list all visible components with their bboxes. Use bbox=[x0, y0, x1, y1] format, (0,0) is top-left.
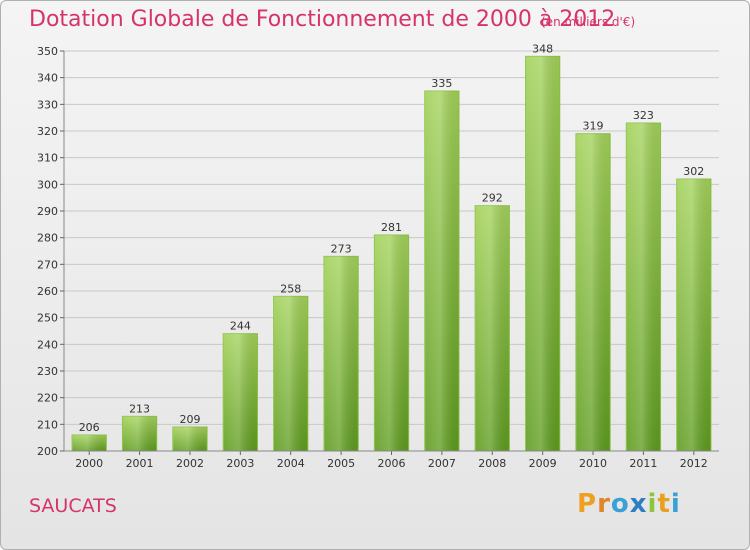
logo-letter: i bbox=[647, 489, 658, 519]
x-tick-label: 2004 bbox=[277, 457, 305, 470]
value-label: 258 bbox=[280, 282, 301, 295]
logo-letter: P bbox=[577, 489, 598, 519]
y-axis-ticks: 200 210 220 230 240 250 260 270 280 290 300 310 320 3… bbox=[37, 45, 64, 458]
value-label: 348 bbox=[532, 42, 553, 55]
value-label: 281 bbox=[381, 221, 402, 234]
value-label: 209 bbox=[179, 413, 200, 426]
x-tick-label: 2010 bbox=[579, 457, 607, 470]
commune-name: SAUCATS bbox=[29, 495, 117, 517]
value-label: 273 bbox=[331, 242, 352, 255]
bar-sheen bbox=[475, 205, 510, 451]
bar-sheen bbox=[676, 179, 711, 451]
y-tick-label: 260 bbox=[37, 285, 58, 298]
bars: 206 213 209 244 258 273 281 335 292 348 319 323 302 bbox=[71, 42, 712, 452]
y-tick-label: 210 bbox=[37, 418, 58, 431]
logo-letter: i bbox=[670, 489, 681, 519]
x-tick-label: 2002 bbox=[176, 457, 204, 470]
y-tick-label: 330 bbox=[37, 98, 58, 111]
logo-letter: r bbox=[597, 489, 611, 519]
x-tick-label: 2008 bbox=[478, 457, 506, 470]
value-label: 213 bbox=[129, 402, 150, 415]
bar-sheen bbox=[122, 416, 157, 451]
y-tick-label: 310 bbox=[37, 152, 58, 165]
x-tick-label: 2001 bbox=[126, 457, 154, 470]
x-tick-label: 2005 bbox=[327, 457, 355, 470]
y-tick-label: 250 bbox=[37, 312, 58, 325]
y-tick-label: 320 bbox=[37, 125, 58, 138]
proxiti-logo: Proxiti bbox=[577, 489, 681, 519]
bar-sheen bbox=[172, 427, 208, 451]
bar-sheen bbox=[575, 133, 611, 451]
value-label: 292 bbox=[482, 192, 503, 205]
y-tick-label: 280 bbox=[37, 232, 58, 245]
bar-sheen bbox=[626, 123, 661, 451]
logo-letter: x bbox=[629, 489, 648, 519]
value-label: 323 bbox=[633, 109, 654, 122]
logo-letter: o bbox=[610, 489, 630, 519]
value-label: 206 bbox=[79, 421, 100, 434]
value-label: 319 bbox=[583, 120, 604, 133]
bar-sheen bbox=[374, 235, 409, 451]
logo-letter: t bbox=[657, 489, 671, 519]
y-tick-label: 300 bbox=[37, 178, 58, 191]
bar-sheen bbox=[223, 333, 258, 451]
bar-sheen bbox=[525, 56, 560, 451]
y-tick-label: 240 bbox=[37, 338, 58, 351]
y-tick-label: 200 bbox=[37, 445, 58, 458]
chart-title: Dotation Globale de Fonctionnement de 20… bbox=[29, 7, 616, 32]
y-tick-label: 350 bbox=[37, 45, 58, 58]
value-label: 302 bbox=[683, 165, 704, 178]
y-tick-label: 220 bbox=[37, 392, 58, 405]
bar-sheen bbox=[323, 256, 359, 451]
x-tick-label: 2012 bbox=[680, 457, 708, 470]
y-tick-label: 290 bbox=[37, 205, 58, 218]
bar-sheen bbox=[273, 296, 308, 451]
x-tick-label: 2006 bbox=[378, 457, 406, 470]
x-tick-label: 2003 bbox=[226, 457, 254, 470]
x-tick-label: 2009 bbox=[529, 457, 557, 470]
chart-unit-label: (en milliers d'€) bbox=[541, 15, 636, 29]
value-label: 244 bbox=[230, 320, 251, 333]
x-tick-label: 2007 bbox=[428, 457, 456, 470]
y-tick-label: 230 bbox=[37, 365, 58, 378]
x-tick-label: 2000 bbox=[75, 457, 103, 470]
y-tick-label: 270 bbox=[37, 258, 58, 271]
bar-sheen bbox=[72, 435, 107, 451]
y-tick-label: 340 bbox=[37, 72, 58, 85]
x-tick-label: 2011 bbox=[629, 457, 657, 470]
x-axis-ticks: 2000 2001 2002 2003 2004 2005 2006 2007 2008 2009… bbox=[64, 450, 719, 470]
value-label: 335 bbox=[431, 77, 452, 90]
bar-sheen bbox=[424, 91, 460, 451]
